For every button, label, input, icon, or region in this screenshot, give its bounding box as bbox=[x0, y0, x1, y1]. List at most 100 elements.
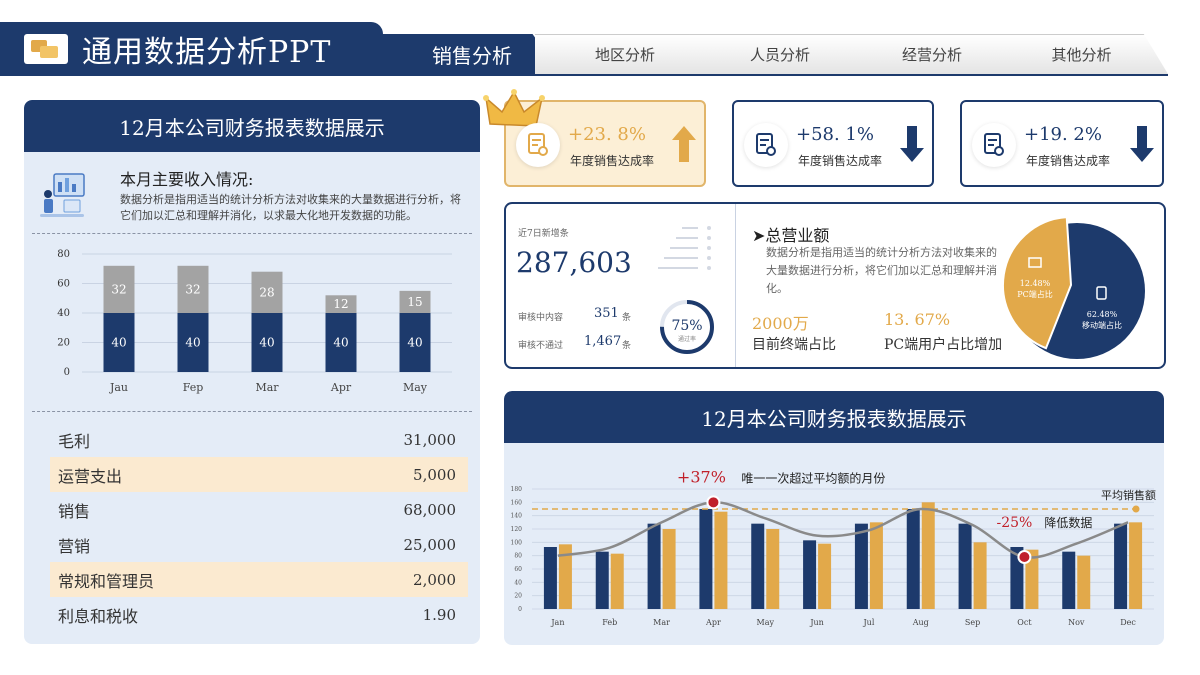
kpi-card-1: +23. 8% 年度销售达成率 bbox=[483, 89, 706, 187]
arrow-up-icon bbox=[672, 126, 696, 162]
terminal-share-value: 2000万 bbox=[752, 314, 809, 333]
bar bbox=[766, 529, 780, 609]
bar bbox=[714, 511, 728, 609]
finance-row-label: 常规和管理员 bbox=[58, 571, 155, 591]
kpi-card-3: +19. 2% 年度销售达成率 bbox=[960, 100, 1164, 187]
trend-line bbox=[557, 501, 1129, 559]
x-tick-label: May bbox=[403, 381, 428, 394]
x-tick-label: Mar bbox=[653, 618, 670, 627]
bar-value-label: 40 bbox=[407, 336, 422, 350]
finance-row-value: 5,000 bbox=[413, 465, 456, 484]
bar-segment bbox=[251, 313, 283, 372]
finance-row-value: 1.90 bbox=[422, 605, 456, 624]
new-items-label: 近7日新增条 bbox=[518, 229, 569, 239]
terminal-share-label: 目前终端占比 bbox=[752, 337, 836, 353]
bar-value-label: 40 bbox=[259, 336, 274, 350]
y-tick-label: 60 bbox=[57, 279, 70, 290]
finance-row-value: 2,000 bbox=[413, 570, 456, 589]
bar bbox=[1062, 551, 1076, 609]
pie-pc-label: PC端占比 bbox=[1017, 289, 1053, 299]
x-tick-label: Dec bbox=[1120, 618, 1136, 627]
dip-marker bbox=[1017, 550, 1032, 564]
finance-row-value: 25,000 bbox=[403, 535, 457, 554]
pie-mobile-value: 62.48% bbox=[1087, 310, 1118, 319]
dip-annotation-text: 降低数据 bbox=[1044, 515, 1092, 530]
y-tick-label: 20 bbox=[57, 338, 70, 349]
chat-bubbles-icon bbox=[24, 34, 68, 64]
x-tick-label: Apr bbox=[705, 618, 721, 627]
pie-mobile-label: 移动端占比 bbox=[1082, 320, 1122, 330]
x-tick-label: Jau bbox=[109, 381, 128, 394]
x-tick-label: Apr bbox=[330, 381, 352, 394]
bar bbox=[699, 509, 713, 609]
bar-value-label: 15 bbox=[407, 295, 422, 309]
bar-value-label: 32 bbox=[185, 282, 200, 296]
bar-segment bbox=[325, 313, 357, 372]
bar-segment bbox=[325, 295, 357, 313]
y-tick-label: 160 bbox=[511, 499, 523, 506]
bar-segment bbox=[103, 265, 135, 313]
finance-row-label: 利息和税收 bbox=[58, 606, 139, 626]
arrow-down-icon bbox=[1130, 126, 1154, 162]
bar bbox=[906, 509, 920, 609]
bar bbox=[958, 523, 972, 609]
report-search-icon bbox=[744, 123, 788, 167]
reviewing-label: 审核中内容 bbox=[518, 313, 564, 323]
divider bbox=[32, 233, 472, 234]
finance-row: 销售 68,000 bbox=[50, 492, 468, 527]
bar-value-label: 40 bbox=[333, 336, 348, 350]
x-tick-label: Feb bbox=[602, 618, 617, 627]
arrow-down-icon bbox=[900, 126, 924, 162]
bar bbox=[751, 523, 765, 609]
y-tick-label: 80 bbox=[514, 553, 522, 560]
kpi-value-2: +58. 1% bbox=[796, 124, 874, 145]
bar bbox=[854, 523, 868, 609]
list-lines-icon bbox=[658, 226, 711, 270]
rejected-unit: 条 bbox=[622, 341, 632, 351]
tab-sales[interactable]: 销售分析 bbox=[383, 34, 561, 74]
monthly-income-bar-chart: 0 20 40 60 80 40 32 Jau 40 32 Fep 40 28 Mar 40 12 Apr 40 1… bbox=[57, 249, 452, 394]
bar-segment bbox=[103, 313, 135, 372]
y-tick-label: 0 bbox=[518, 606, 522, 613]
pie-slice-pc bbox=[1002, 216, 1073, 350]
peak-annotation-value: +37% bbox=[677, 467, 726, 486]
finance-row-label: 营销 bbox=[58, 536, 91, 556]
x-tick-label: Oct bbox=[1017, 618, 1032, 627]
app-title-bar: 通用数据分析PPT bbox=[0, 22, 383, 76]
x-tick-label: Jan bbox=[550, 618, 564, 627]
tab-other[interactable]: 其他分析 bbox=[995, 34, 1168, 74]
finance-row-value: 31,000 bbox=[403, 430, 457, 449]
tab-operation[interactable]: 经营分析 bbox=[842, 34, 1022, 74]
analyst-illustration-icon bbox=[40, 173, 85, 217]
bar-segment bbox=[399, 313, 431, 372]
tab-staff[interactable]: 人员分析 bbox=[690, 34, 870, 74]
bar-segment bbox=[399, 290, 431, 313]
y-tick-label: 120 bbox=[511, 526, 523, 533]
finance-row: 毛利 31,000 bbox=[50, 422, 468, 457]
kpi-label-1: 年度销售达成率 bbox=[570, 154, 655, 168]
page-title: 通用数据分析PPT bbox=[82, 35, 332, 70]
bar bbox=[595, 551, 609, 609]
pc-legend: 12.48%PC端占比 bbox=[1017, 257, 1053, 299]
divider bbox=[32, 411, 472, 412]
x-tick-label: Fep bbox=[183, 381, 204, 394]
y-tick-label: 180 bbox=[511, 486, 523, 493]
x-tick-label: Mar bbox=[255, 381, 279, 394]
bar bbox=[1025, 549, 1039, 609]
finance-list: 毛利 31,000 运营支出 5,000 销售 68,000 营销 25,000 常规和管理员 2… bbox=[50, 422, 468, 632]
peak-marker bbox=[706, 495, 721, 510]
bar bbox=[973, 542, 987, 609]
y-tick-label: 0 bbox=[64, 367, 70, 378]
x-tick-label: Nov bbox=[1068, 618, 1085, 627]
tab-underline bbox=[383, 74, 1168, 76]
tab-region[interactable]: 地区分析 bbox=[535, 34, 715, 74]
kpi-label-3: 年度销售达成率 bbox=[1026, 154, 1111, 168]
bar bbox=[1077, 555, 1091, 609]
finance-row: 利息和税收 1.90 bbox=[50, 597, 468, 632]
bar bbox=[662, 529, 676, 609]
finance-row-label: 销售 bbox=[58, 501, 91, 521]
y-tick-label: 20 bbox=[514, 593, 522, 600]
bar bbox=[543, 547, 557, 609]
bar-value-label: 40 bbox=[111, 336, 126, 350]
crown-icon bbox=[483, 89, 545, 127]
